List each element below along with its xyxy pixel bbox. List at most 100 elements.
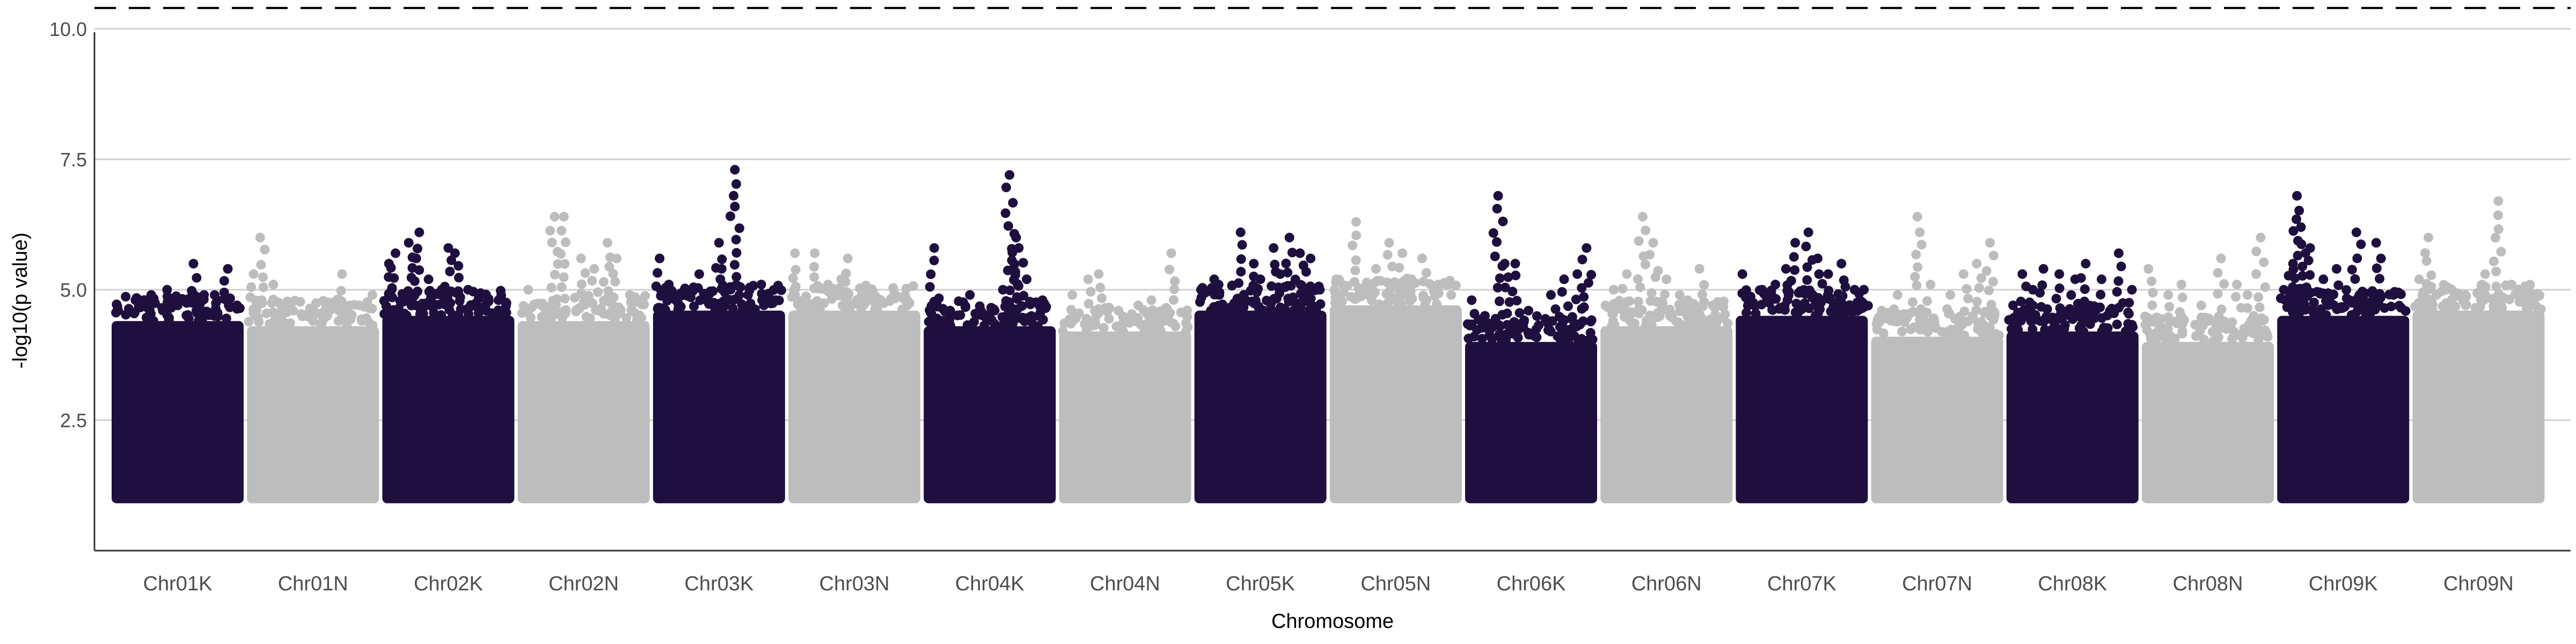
peak-point xyxy=(2242,290,2252,300)
data-point xyxy=(499,306,509,317)
data-point xyxy=(1418,292,1429,303)
data-point xyxy=(1915,318,1925,328)
peak-point xyxy=(2480,269,2490,279)
x-tick-label: Chr03K xyxy=(684,573,753,595)
peak-point xyxy=(843,253,853,264)
data-point xyxy=(121,291,131,302)
data-point xyxy=(1543,325,1553,335)
data-point xyxy=(1026,299,1036,310)
data-point xyxy=(1394,262,1404,273)
data-point xyxy=(1908,297,1918,307)
data-point xyxy=(1381,289,1392,299)
data-point xyxy=(1635,282,1645,292)
data-point xyxy=(1099,323,1109,333)
data-point xyxy=(2177,326,2187,336)
peak-point xyxy=(559,211,569,222)
peak-point xyxy=(463,284,473,295)
peak-point xyxy=(790,248,800,258)
data-point xyxy=(1646,288,1657,298)
peak-point xyxy=(1306,253,1316,264)
data-point xyxy=(181,310,192,320)
data-point xyxy=(1382,277,1392,288)
peak-point xyxy=(2008,301,2018,311)
data-point xyxy=(453,273,464,283)
data-point xyxy=(1495,329,1505,339)
data-point xyxy=(553,259,563,269)
data-point xyxy=(453,286,464,296)
data-point xyxy=(244,317,254,327)
data-point xyxy=(576,279,587,289)
data-point xyxy=(1026,316,1036,326)
peak-point xyxy=(2423,232,2433,243)
data-point xyxy=(2195,326,2205,336)
data-point xyxy=(704,299,714,309)
data-point xyxy=(1514,308,1525,318)
data-point xyxy=(2323,300,2333,310)
data-point xyxy=(2148,288,2158,298)
x-tick-label: Chr08K xyxy=(2038,573,2107,595)
x-tick-label: Chr02K xyxy=(414,573,483,595)
data-point xyxy=(2199,334,2209,345)
data-point xyxy=(2297,270,2308,281)
peak-point xyxy=(321,301,331,311)
data-point xyxy=(1239,290,1249,300)
data-point xyxy=(1081,325,1092,335)
data-point xyxy=(2074,323,2084,333)
data-point xyxy=(2491,281,2501,291)
x-tick-label: Chr02N xyxy=(548,573,619,595)
peak-point xyxy=(1499,259,1510,269)
data-point xyxy=(728,303,738,313)
peak-point xyxy=(2440,284,2450,295)
peak-point xyxy=(450,248,460,258)
data-point xyxy=(2356,239,2366,250)
peak-point xyxy=(1836,259,1847,269)
data-point xyxy=(1058,326,1068,336)
data-point xyxy=(2125,321,2135,332)
peak-point xyxy=(2038,264,2048,274)
data-point xyxy=(872,304,882,314)
data-point xyxy=(2096,290,2106,300)
data-point xyxy=(2253,292,2264,302)
data-point xyxy=(1981,266,1992,276)
data-point xyxy=(2057,305,2067,316)
data-point xyxy=(2083,307,2093,317)
data-point xyxy=(1213,301,1224,311)
data-point xyxy=(695,295,705,305)
peak-point xyxy=(929,243,939,253)
peak-point xyxy=(576,253,586,264)
data-point xyxy=(1002,265,1013,275)
data-point xyxy=(545,225,555,236)
peak-point xyxy=(536,301,546,311)
data-point xyxy=(2260,325,2270,335)
data-point xyxy=(1157,305,1167,316)
data-point xyxy=(588,298,598,309)
data-point xyxy=(258,282,268,292)
data-point xyxy=(2112,287,2122,297)
data-point xyxy=(1368,289,1379,299)
data-point xyxy=(2490,232,2500,243)
peak-point xyxy=(199,290,209,300)
data-point xyxy=(1462,319,1473,329)
data-point xyxy=(609,292,619,302)
data-point xyxy=(188,296,199,306)
peak-point xyxy=(589,264,599,274)
data-point xyxy=(1353,290,1364,301)
data-point xyxy=(2156,314,2167,324)
peak-point xyxy=(223,264,233,274)
data-point xyxy=(1019,291,1029,301)
peak-point xyxy=(2096,274,2106,284)
peak-point xyxy=(337,269,347,279)
data-point xyxy=(1786,276,1796,286)
data-point xyxy=(2142,325,2152,335)
data-point xyxy=(1288,292,1298,302)
data-point xyxy=(2470,303,2480,313)
data-point xyxy=(1095,282,1106,292)
data-point xyxy=(2519,297,2529,308)
peak-point xyxy=(391,248,400,258)
data-point xyxy=(1600,301,1611,311)
data-point xyxy=(662,296,672,306)
data-point xyxy=(518,301,529,311)
peak-point xyxy=(1803,227,1813,237)
data-point xyxy=(2080,284,2090,294)
data-point xyxy=(1767,305,1777,315)
